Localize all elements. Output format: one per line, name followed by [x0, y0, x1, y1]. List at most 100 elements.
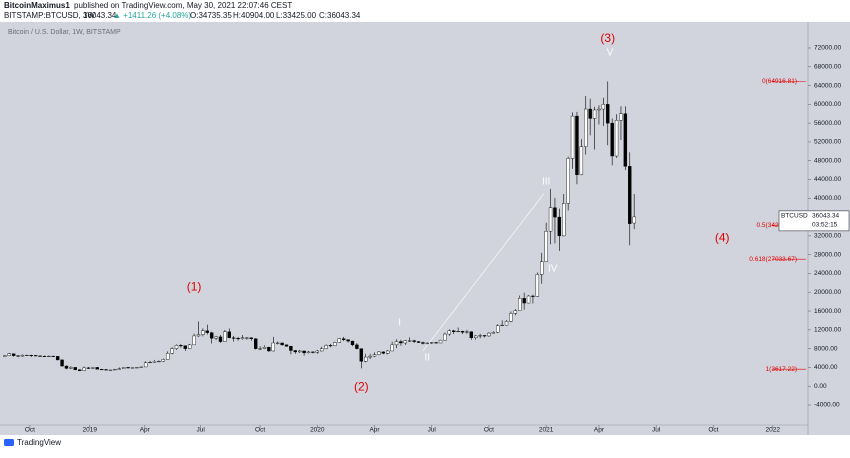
candle-body	[271, 342, 275, 352]
x-tick-label: 2022	[766, 427, 781, 434]
candle-body	[95, 367, 99, 370]
wave-label: V	[607, 47, 614, 58]
candle-body	[86, 367, 91, 369]
x-tick-label: 2021	[539, 427, 554, 434]
candle-body	[333, 342, 337, 346]
y-tick-label: 48000.00	[814, 157, 841, 164]
candle-body	[7, 353, 11, 356]
candle-body	[377, 351, 381, 355]
candle-body	[29, 354, 33, 356]
candle-body	[553, 207, 557, 218]
candle-body	[394, 341, 399, 346]
candle-body	[337, 338, 342, 343]
candle-body	[275, 342, 280, 344]
candle-body	[280, 342, 284, 346]
candle-body	[69, 367, 73, 369]
candle-body	[359, 348, 364, 362]
candle-body	[240, 337, 245, 339]
candle-body	[121, 367, 126, 370]
x-tick-label: 2019	[83, 427, 98, 434]
y-tick-label: 8000.00	[814, 345, 838, 352]
wave-label: (1)	[187, 280, 202, 294]
candles	[3, 81, 636, 372]
candle-body	[482, 335, 487, 337]
candle-body	[408, 340, 412, 342]
candle-body	[447, 330, 452, 335]
brand[interactable]: TradingView	[17, 438, 61, 447]
candle-body	[157, 361, 161, 363]
author[interactable]: BitcoinMaximus1	[4, 1, 70, 10]
candle-body	[531, 295, 535, 297]
candle-body	[509, 313, 513, 322]
candle-body	[311, 351, 315, 353]
x-tick-label: Apr	[594, 427, 605, 434]
candle-body	[231, 337, 236, 339]
candle-body	[540, 261, 544, 275]
candle-body	[293, 350, 297, 353]
candle-body	[91, 367, 95, 369]
fib-label: 0.618(27033.67)	[749, 256, 797, 263]
candle-body	[438, 339, 443, 344]
candle-body	[73, 367, 77, 370]
x-tick-label: Jul	[652, 427, 661, 434]
candle-body	[267, 347, 271, 352]
candle-body	[262, 347, 267, 349]
candle-body	[364, 356, 368, 362]
candle-body	[135, 367, 139, 369]
candle-body	[548, 207, 553, 232]
candle-body	[214, 336, 218, 339]
candle-body	[623, 113, 628, 167]
brand-logo[interactable]: TradingView	[4, 438, 61, 447]
last-price-box	[778, 210, 850, 232]
candle-body	[205, 330, 209, 333]
candle-body	[33, 355, 38, 357]
candle-body	[55, 356, 60, 361]
candle-body	[606, 104, 610, 124]
y-tick-label: 4000.00	[814, 364, 838, 371]
candle-body	[496, 325, 500, 333]
candle-body	[491, 331, 496, 334]
candle-body	[165, 353, 170, 360]
symbol: BITSTAMP:BTCUSD, 1W	[4, 11, 95, 20]
candle-body	[610, 122, 614, 157]
candle-body	[64, 365, 69, 369]
x-tick-label: 2020	[310, 427, 325, 434]
candle-body	[478, 335, 482, 337]
y-tick-label: 56000.00	[814, 120, 841, 127]
y-tick-label: 64000.00	[814, 82, 841, 89]
candle-body	[108, 369, 113, 371]
candle-body	[196, 334, 201, 337]
wave-label: (2)	[354, 379, 369, 393]
candle-body	[456, 331, 460, 333]
candle-body	[518, 298, 522, 311]
candle-body	[328, 345, 333, 347]
candle-body	[421, 342, 425, 344]
candle-body	[588, 108, 592, 119]
candle-body	[223, 331, 227, 342]
candle-body	[570, 115, 575, 159]
candle-body	[148, 362, 152, 364]
candle-body	[161, 359, 165, 362]
y-tick-label: 16000.00	[814, 308, 841, 315]
candle-body	[597, 108, 601, 111]
candle-body	[601, 104, 606, 110]
candle-body	[465, 331, 469, 333]
candle-body	[174, 345, 179, 349]
y-tick-label: 44000.00	[814, 176, 841, 183]
candle-body	[218, 336, 223, 342]
candle-body	[390, 344, 394, 352]
candle-body	[25, 354, 29, 356]
candle-body	[315, 350, 320, 353]
candle-body	[372, 354, 377, 357]
candle-body	[504, 321, 509, 326]
chart-title: Bitcoin / U.S. Dollar, 1W, BITSTAMP	[8, 29, 121, 36]
candle-body	[209, 332, 214, 339]
candle-body	[632, 216, 636, 224]
candle-body	[535, 274, 540, 297]
candle-body	[500, 324, 504, 326]
candle-body	[152, 361, 157, 363]
candle-body	[47, 355, 51, 357]
chart-background	[0, 22, 850, 435]
candle-body	[526, 295, 531, 304]
candle-body	[443, 333, 447, 341]
